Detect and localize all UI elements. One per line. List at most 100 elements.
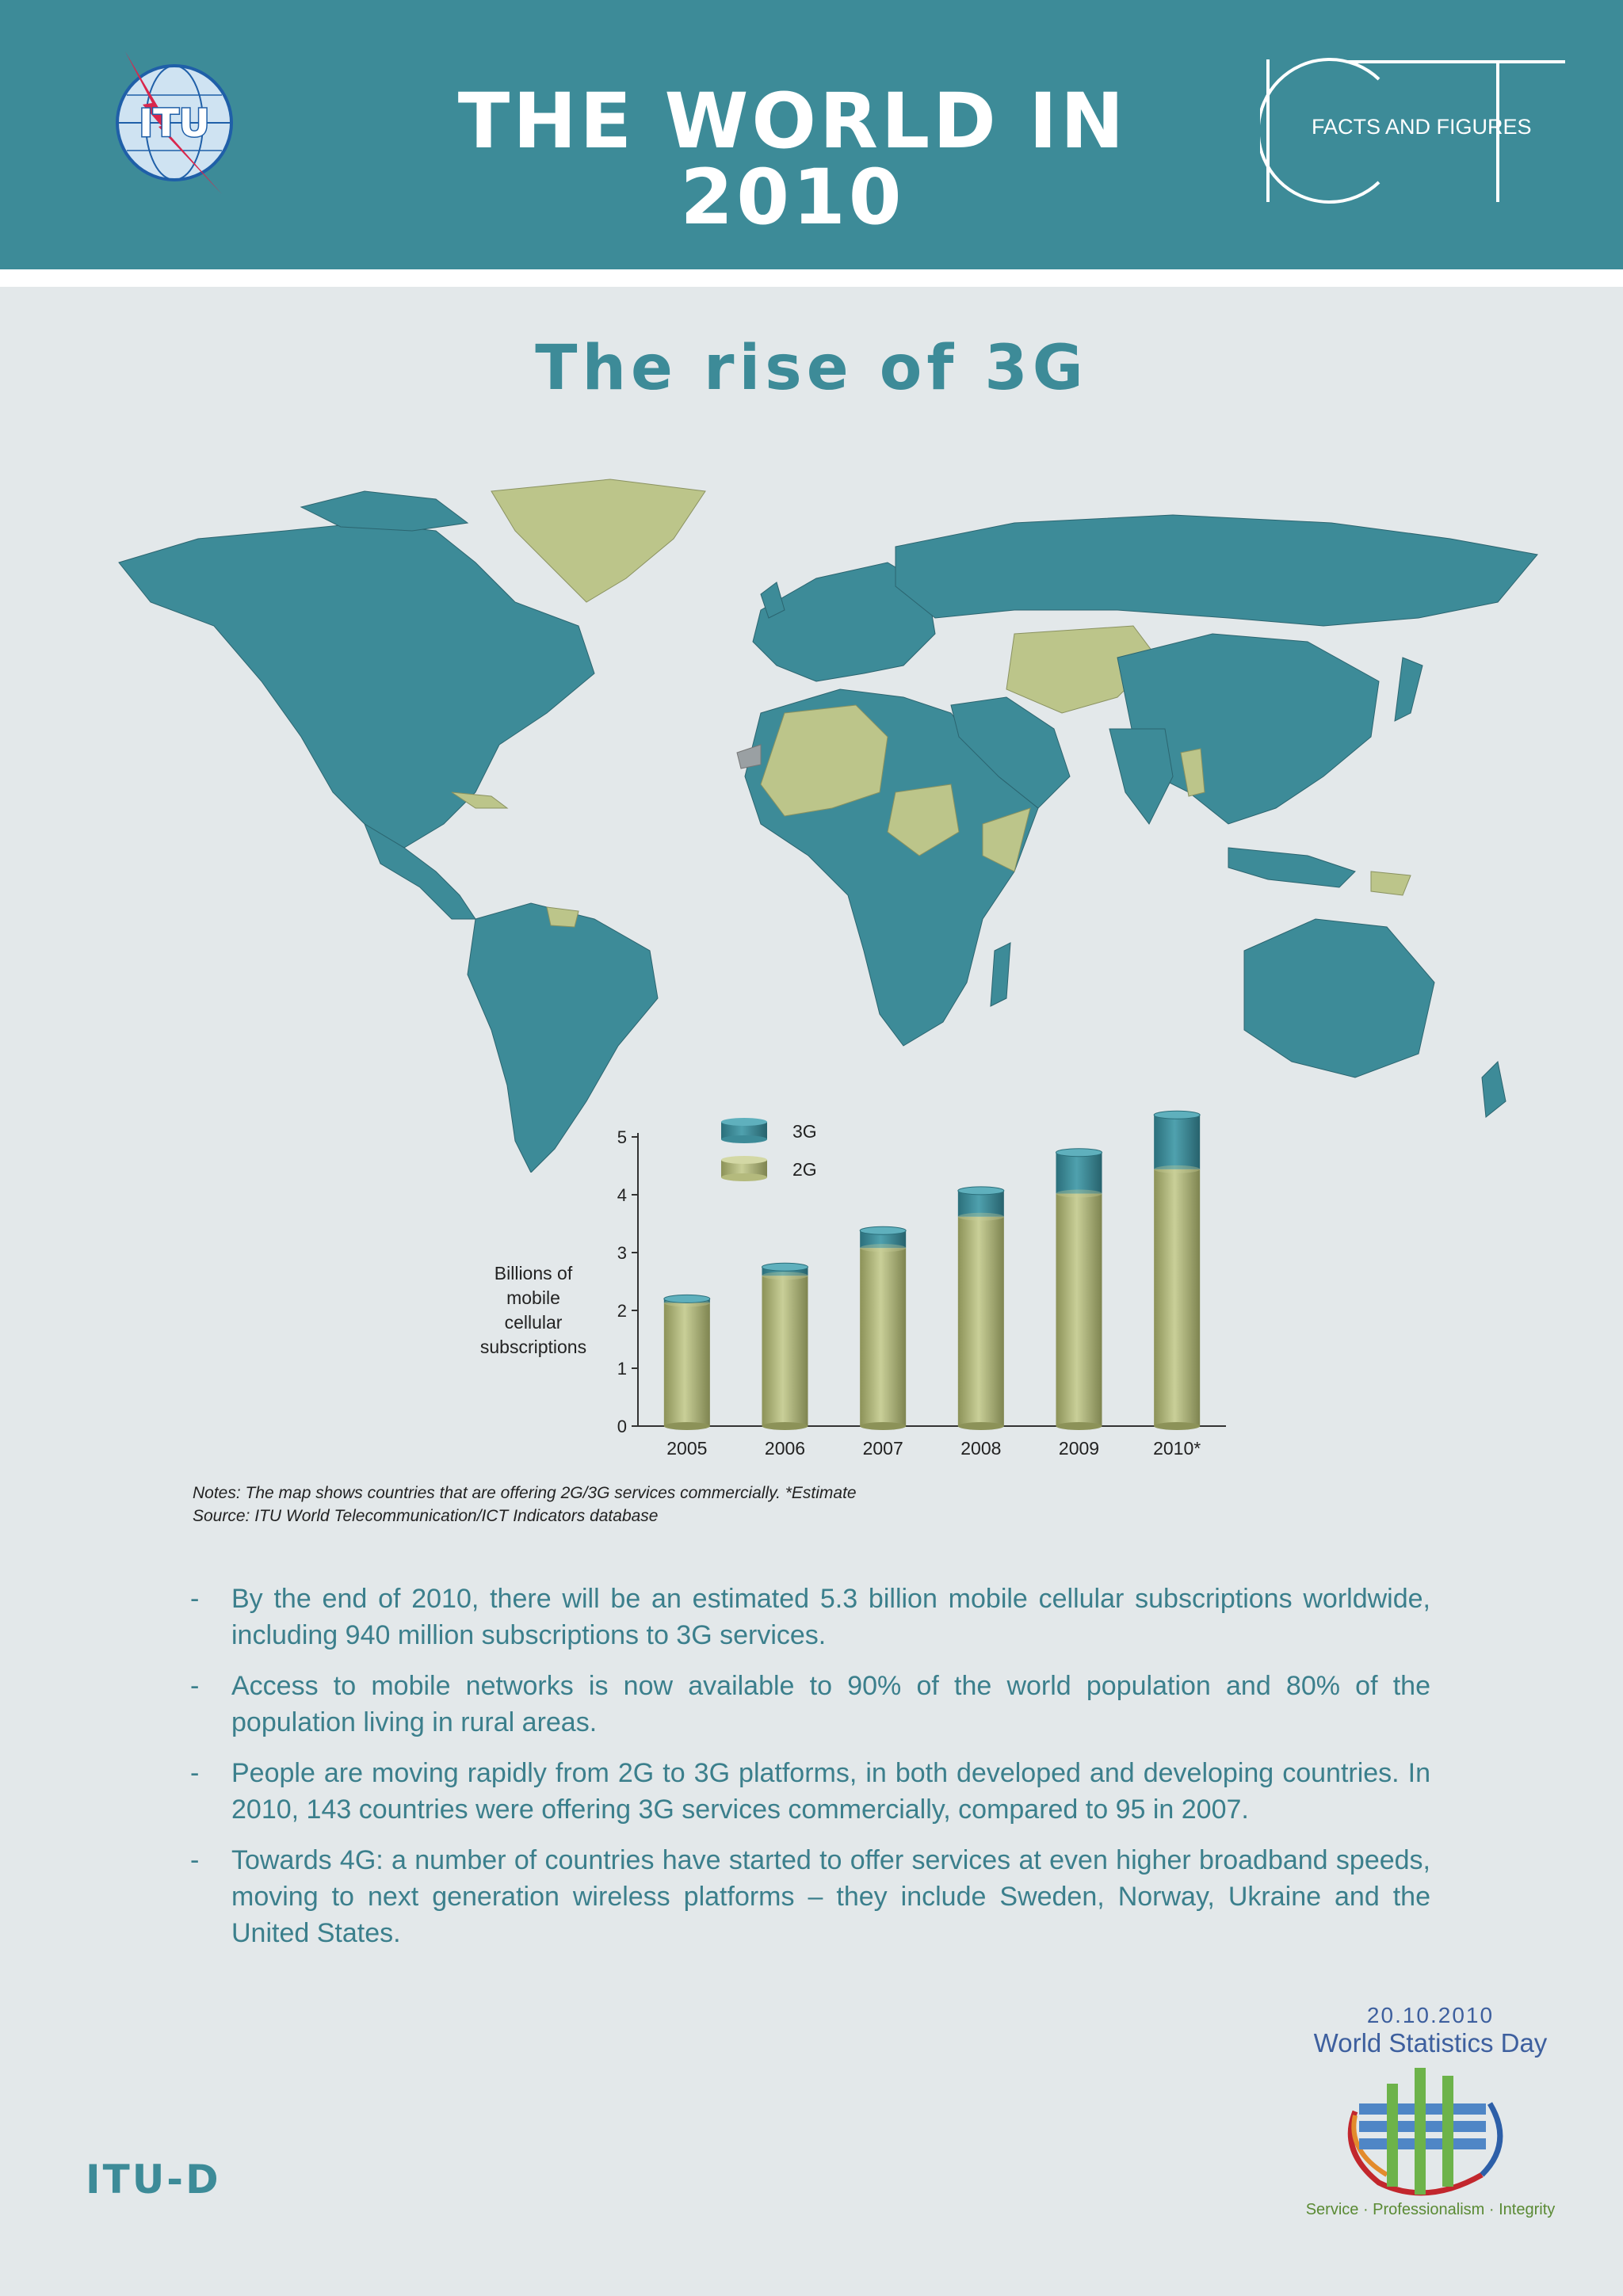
y-tick-label: 5 <box>617 1127 627 1147</box>
list-item-text: Towards 4G: a number of countries have s… <box>231 1845 1430 1948</box>
header-banner: ITU THE WORLD IN 2010 FACTS AND FIGURES <box>0 0 1623 269</box>
y-axis-label: subscriptions <box>480 1337 586 1357</box>
y-axis-label: cellular <box>505 1312 563 1333</box>
y-tick-label: 2 <box>617 1301 627 1321</box>
list-item-text: People are moving rapidly from 2G to 3G … <box>231 1758 1430 1825</box>
map-africa-sahel-2g <box>760 704 888 817</box>
map-africa-horn-2g <box>982 807 1031 872</box>
bar-2g <box>762 1276 808 1426</box>
bar-segment-divider <box>762 1272 808 1280</box>
list-item-text: By the end of 2010, there will be an est… <box>231 1584 1430 1650</box>
map-europe <box>752 562 936 682</box>
y-axis-label: Billions of <box>495 1263 573 1283</box>
legend-label: 2G <box>792 1159 817 1180</box>
map-arctic-islands <box>300 490 469 532</box>
bar-segment-divider <box>1154 1165 1201 1173</box>
wsd-motto: Service · Professionalism · Integrity <box>1305 2201 1556 2218</box>
bar-3g <box>1154 1115 1201 1169</box>
source-line: Source: ITU World Telecommunication/ICT … <box>193 1507 659 1525</box>
y-tick-label: 3 <box>617 1243 627 1263</box>
map-uk <box>760 582 785 619</box>
map-russia <box>895 514 1538 627</box>
itu-globe-logo: ITU <box>116 51 233 194</box>
y-tick-label: 1 <box>617 1359 627 1379</box>
list-item: - By the end of 2010, there will be an es… <box>190 1581 1430 1653</box>
legend-swatch-base <box>721 1135 767 1143</box>
bar-2g <box>663 1302 710 1426</box>
list-item: - Access to mobile networks is now availa… <box>190 1668 1430 1741</box>
legend-swatch-base <box>721 1173 767 1181</box>
bullet-marker: - <box>190 1758 200 1788</box>
map-central-asia-2g <box>1006 625 1158 714</box>
world-map <box>118 479 1538 1173</box>
map-australia <box>1243 918 1435 1078</box>
legend-swatch-top <box>721 1156 767 1164</box>
bar-segment-divider <box>1056 1189 1102 1198</box>
map-japan <box>1394 657 1423 722</box>
map-new-zealand <box>1481 1060 1507 1118</box>
map-indonesia <box>1228 847 1356 888</box>
header-divider <box>0 269 1623 287</box>
world-statistics-day-logo <box>1347 2068 1503 2196</box>
bar-3g-top <box>762 1262 808 1272</box>
map-western-sahara <box>736 744 762 769</box>
section-title: The rise of 3G <box>535 333 1088 404</box>
map-greenland <box>491 479 706 603</box>
chart-notes: Notes: The map shows countries that are … <box>193 1482 857 1527</box>
wsd-date: 20.10.2010 <box>1366 2003 1495 2027</box>
bar-3g-top <box>957 1186 1005 1196</box>
bar-2g <box>957 1216 1004 1426</box>
bullet-marker: - <box>190 1671 200 1701</box>
x-tick-label: 2006 <box>765 1438 805 1459</box>
itu-d-label: ITU-D <box>86 2157 221 2203</box>
bar-2g-base <box>663 1422 710 1430</box>
legend-swatch-top <box>721 1118 767 1126</box>
bar-2g-base <box>1154 1422 1201 1430</box>
x-tick-label: 2005 <box>666 1438 707 1459</box>
bar-3g-top <box>859 1226 907 1235</box>
bar-2g <box>1056 1193 1102 1426</box>
x-tick-label: 2008 <box>960 1438 1001 1459</box>
bar-3g <box>860 1230 907 1249</box>
map-south-america <box>467 902 659 1173</box>
y-axis-label: mobile <box>506 1287 560 1308</box>
ict-facts-figures-logo <box>1260 58 1565 204</box>
bar-2g <box>1154 1169 1201 1426</box>
legend-label: 3G <box>792 1121 817 1142</box>
bullet-marker: - <box>190 1584 200 1614</box>
bar-3g-top <box>1153 1110 1201 1119</box>
map-middle-east <box>950 696 1071 809</box>
map-caribbean <box>451 791 509 809</box>
bar-2g-base <box>957 1422 1004 1430</box>
wsd-title: World Statistics Day <box>1313 2028 1548 2058</box>
x-tick-label: 2009 <box>1059 1438 1099 1459</box>
bullet-marker: - <box>190 1845 200 1875</box>
legend-swatch <box>721 1122 767 1139</box>
bar-2g-base <box>762 1422 808 1430</box>
map-india <box>1109 728 1174 825</box>
map-guyanas <box>546 906 579 928</box>
key-facts-list: - By the end of 2010, there will be an es… <box>190 1581 1430 1966</box>
x-tick-label: 2007 <box>863 1438 903 1459</box>
bar-2g <box>860 1248 907 1426</box>
x-tick-label: 2010* <box>1153 1438 1201 1459</box>
list-item: - People are moving rapidly from 2G to 3G… <box>190 1755 1430 1828</box>
map-png-2g <box>1370 871 1411 896</box>
bar-2g-base <box>860 1422 907 1430</box>
page-title: THE WORLD IN 2010 <box>457 77 1128 242</box>
bar-2g-base <box>1056 1422 1102 1430</box>
ict-subtitle: FACTS AND FIGURES <box>1312 115 1532 139</box>
bar-segment-divider <box>860 1244 907 1253</box>
notes-line: Notes: The map shows countries that are … <box>193 1484 857 1502</box>
bar-3g-top <box>1056 1148 1102 1158</box>
bar-3g <box>1056 1152 1102 1194</box>
map-myanmar-2g <box>1180 748 1205 797</box>
map-north-america <box>118 522 595 849</box>
itu-logo-text: ITU <box>139 101 210 146</box>
bar-segment-divider <box>957 1212 1004 1221</box>
y-tick-label: 0 <box>617 1417 627 1436</box>
list-item: - Towards 4G: a number of countries have … <box>190 1842 1430 1951</box>
legend-swatch <box>721 1160 767 1177</box>
bar-3g-top <box>663 1294 711 1303</box>
map-madagascar <box>990 942 1011 1007</box>
